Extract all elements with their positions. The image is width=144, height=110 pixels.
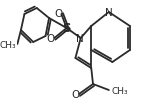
Text: O: O [55,9,63,19]
Text: O: O [71,90,79,100]
Text: S: S [62,21,71,35]
Text: N: N [105,8,113,18]
Text: CH₃: CH₃ [0,40,17,50]
Text: CH₃: CH₃ [111,86,128,95]
Text: N: N [76,34,84,44]
Text: O: O [47,34,55,44]
